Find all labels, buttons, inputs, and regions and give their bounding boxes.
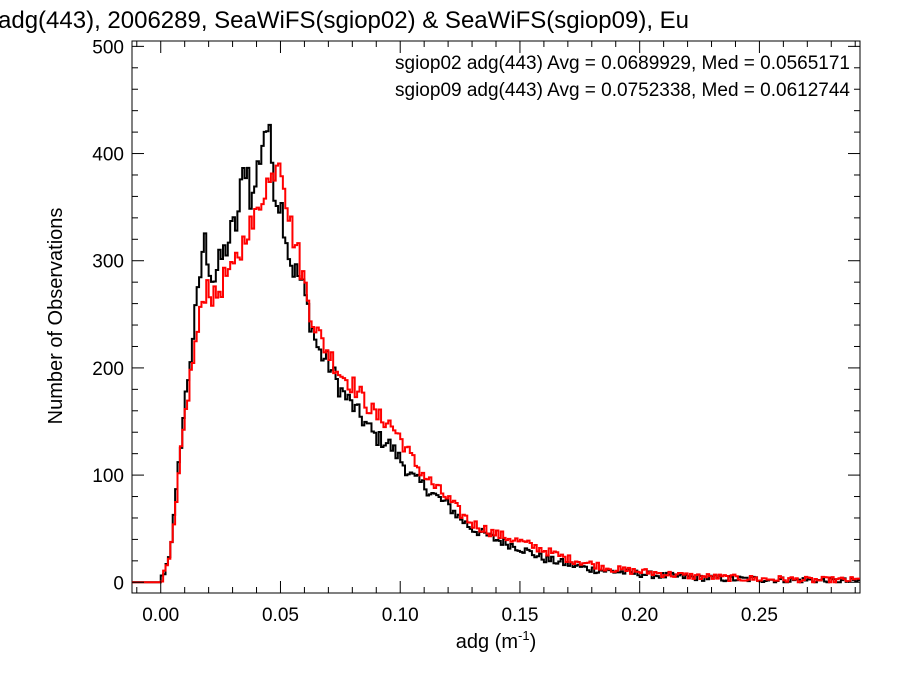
x-tick-label: 0.00 (142, 605, 179, 626)
x-axis-label: adg (m-1) (456, 628, 536, 653)
x-tick-label: 0.20 (621, 605, 658, 626)
plot-axes (131, 40, 861, 594)
y-tick-label: 200 (92, 359, 124, 380)
x-tick-label: 0.15 (501, 605, 538, 626)
x-tick-label: 0.25 (741, 605, 778, 626)
series-line-1 (132, 162, 860, 584)
y-tick-label: 500 (92, 37, 124, 58)
legend-annotation-sgiop02: sgiop02 adg(443) Avg = 0.0689929, Med = … (395, 53, 850, 74)
series-line-0 (132, 123, 860, 584)
x-axis-label-superscript: -1 (518, 628, 530, 643)
chart-title: adg(443), 2006289, SeaWiFS(sgiop02) & Se… (0, 7, 689, 34)
series-layer (132, 123, 860, 584)
legend-annotation-sgiop09: sgiop09 adg(443) Avg = 0.0752338, Med = … (395, 80, 850, 101)
y-tick-label: 300 (92, 252, 124, 273)
x-tick-label: 0.10 (382, 605, 419, 626)
y-tick-label: 0 (113, 573, 124, 594)
y-axis-label: Number of Observations (45, 208, 67, 425)
x-axis-label-main: adg (m (456, 631, 518, 653)
y-tick-label: 100 (92, 466, 124, 487)
x-tick-label: 0.05 (262, 605, 299, 626)
tick-layer: 0.00 0.05 0.10 0.15 0.20 0.25 0 100 200 300 400 500 (92, 37, 860, 626)
x-axis-label-close: ) (530, 631, 537, 653)
plot-frame (131, 40, 861, 594)
y-tick-label: 400 (92, 145, 124, 166)
